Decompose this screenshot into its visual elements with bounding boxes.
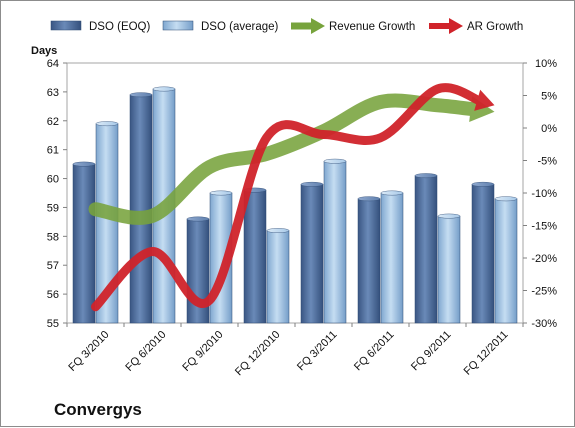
bar-body (380, 192, 404, 324)
left-tick-label: 59 (47, 202, 59, 214)
legend-label: Revenue Growth (329, 21, 415, 33)
arrow-head (474, 89, 495, 111)
legend-arrow-icon (311, 18, 325, 34)
bar-body (437, 215, 461, 324)
right-tick-label: -15% (531, 221, 557, 233)
bar-dso-average (437, 213, 461, 324)
legend-item: Revenue Growth (291, 18, 415, 34)
bar-cap (357, 196, 381, 202)
bar-body (243, 189, 267, 324)
ar-growth-line (91, 83, 495, 312)
left-tick-label: 56 (47, 289, 59, 301)
growth-lines (88, 83, 495, 312)
bar-dso-average (494, 196, 518, 324)
bar-cap (300, 181, 324, 187)
x-tick-label: FQ 9/2011 (409, 329, 454, 374)
bar-dso-eoq (414, 173, 438, 324)
right-tick-label: 0% (541, 123, 557, 135)
right-tick-label: 10% (535, 58, 557, 70)
bar-cap (380, 190, 404, 196)
bar-cap (209, 190, 233, 196)
bar-cap (471, 181, 495, 187)
legend: DSO (EOQ) DSO (average) Revenue Growth AR G… (50, 18, 523, 34)
right-tick-label: -30% (531, 318, 557, 330)
bar-cap (323, 158, 347, 164)
bar-body (357, 198, 381, 324)
bar-dso-eoq (72, 161, 96, 324)
left-tick-label: 58 (47, 231, 59, 243)
left-tick-label: 55 (47, 318, 59, 330)
x-axis: FQ 3/2010 FQ 6/2010 FQ 9/2010 FQ 12/2010 FQ … (66, 323, 524, 379)
legend-label: DSO (EOQ) (89, 21, 151, 33)
bar-cap (95, 121, 119, 127)
right-tick-label: -25% (531, 286, 557, 298)
x-tick-label: FQ 6/2011 (352, 329, 397, 374)
left-tick-label: 60 (47, 174, 59, 186)
bar-cap (129, 92, 153, 98)
bar-dso-average (380, 190, 404, 324)
bar-body (323, 160, 347, 324)
x-tick-label: FQ 12/2010 (233, 329, 283, 379)
x-tick-label: FQ 3/2011 (295, 329, 340, 374)
bar-cap (72, 161, 96, 167)
bars (72, 86, 518, 324)
left-tick-label: 63 (47, 87, 59, 99)
bar-cap (186, 216, 210, 222)
bar-cap (494, 196, 518, 202)
legend-item: AR Growth (429, 18, 523, 34)
right-tick-label: -10% (531, 188, 557, 200)
legend-swatch (50, 20, 82, 31)
bar-dso-average (95, 121, 119, 324)
bar-body (414, 175, 438, 324)
legend-label: DSO (average) (201, 21, 279, 33)
bar-cap (266, 228, 290, 233)
bar-body (300, 184, 324, 324)
x-tick-label: FQ 9/2010 (180, 329, 225, 374)
left-tick-label: 57 (47, 260, 59, 272)
bar-body (266, 230, 290, 324)
bar-body (471, 184, 495, 324)
y-axis-title: Days (31, 45, 57, 57)
growth-curve (91, 83, 486, 312)
left-tick-label: 62 (47, 116, 59, 128)
bar-dso-average (266, 228, 290, 324)
growth-curve (88, 93, 483, 225)
legend-label: AR Growth (467, 21, 523, 33)
bar-body (72, 163, 96, 324)
bar-cap (414, 173, 438, 179)
bar-dso-eoq (471, 181, 495, 324)
left-tick-label: 61 (47, 145, 59, 157)
left-tick-label: 64 (47, 58, 59, 70)
legend-swatch (162, 20, 194, 31)
x-tick-label: FQ 6/2010 (123, 329, 168, 374)
bar-dso-average (323, 158, 347, 324)
right-tick-label: 5% (541, 91, 557, 103)
bar-dso-eoq (357, 196, 381, 324)
legend-item: DSO (average) (162, 20, 279, 33)
bar-dso-eoq (129, 92, 153, 324)
legend-arrow-icon (449, 18, 463, 34)
legend-item: DSO (EOQ) (50, 20, 151, 33)
left-axis: 55 56 57 58 59 60 61 62 63 64 (47, 58, 67, 330)
x-tick-label: FQ 3/2010 (66, 329, 111, 374)
bar-body (494, 198, 518, 324)
right-axis: -30% -25% -20% -15% -10% -5% 0% 5% 10% (523, 58, 557, 330)
chart-title: Convergys (54, 400, 142, 419)
x-tick-label: FQ 12/2011 (462, 329, 511, 378)
bar-cap (152, 86, 176, 92)
bar-dso-eoq (243, 187, 267, 324)
right-tick-label: -20% (531, 253, 557, 265)
bar-cap (437, 213, 461, 219)
bar-dso-eoq (300, 181, 324, 324)
right-tick-label: -5% (537, 156, 557, 168)
bar-body (129, 94, 153, 324)
